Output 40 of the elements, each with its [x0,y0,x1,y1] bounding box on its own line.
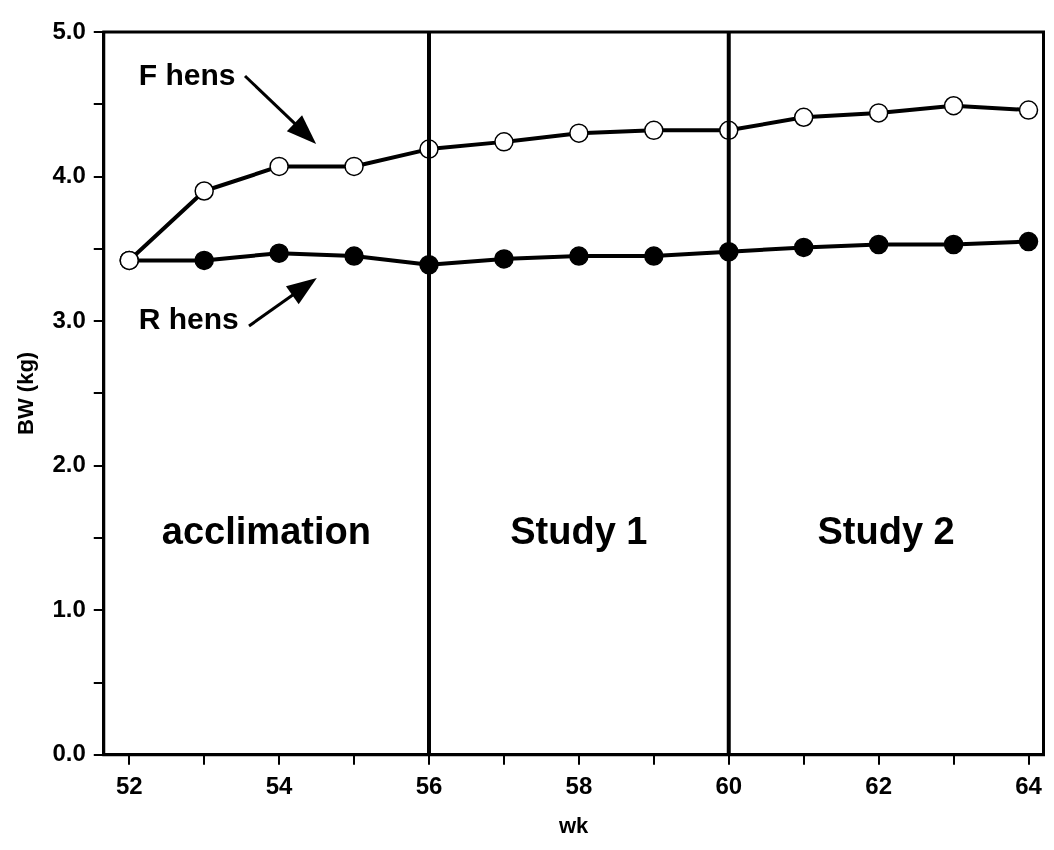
x-tick-label: 54 [265,771,294,799]
point [344,246,364,266]
point [868,234,889,255]
point [569,246,589,266]
point [569,123,589,143]
point [644,120,664,141]
y-tick-label: 3.0 [52,305,86,333]
x-tick-label: 64 [1015,771,1043,799]
point [793,107,814,128]
x-tick-label: 62 [865,771,892,799]
point [344,156,364,177]
y-axis-title: BW (kg) [13,351,39,435]
y-tick-label: 4.0 [52,161,86,189]
y-tick-label: 2.0 [52,450,86,478]
x-tick-label: 52 [115,771,143,799]
x-axis-title: wk [557,812,590,838]
x-tick-label: 60 [715,771,743,799]
point [194,181,214,201]
point [494,249,514,269]
point [868,103,889,123]
point [943,95,964,116]
annotation: Study 2 [817,510,955,553]
annotation: acclimation [161,510,371,553]
x-tick-label: 56 [415,771,443,799]
point [793,237,814,258]
point [494,132,514,152]
point [943,234,964,255]
x-tick-label: 58 [565,771,593,799]
y-tick-label: 1.0 [52,594,86,622]
point [1018,100,1039,120]
point [269,156,289,177]
legend-label: R hens [138,302,239,336]
point [1018,231,1039,252]
y-tick-label: 0.0 [52,739,86,767]
text: F hens [138,57,236,91]
point [194,250,214,271]
point [269,243,289,263]
annotation: Study 1 [510,510,648,553]
y-tick-label: 5.0 [52,16,86,44]
point [644,246,664,266]
